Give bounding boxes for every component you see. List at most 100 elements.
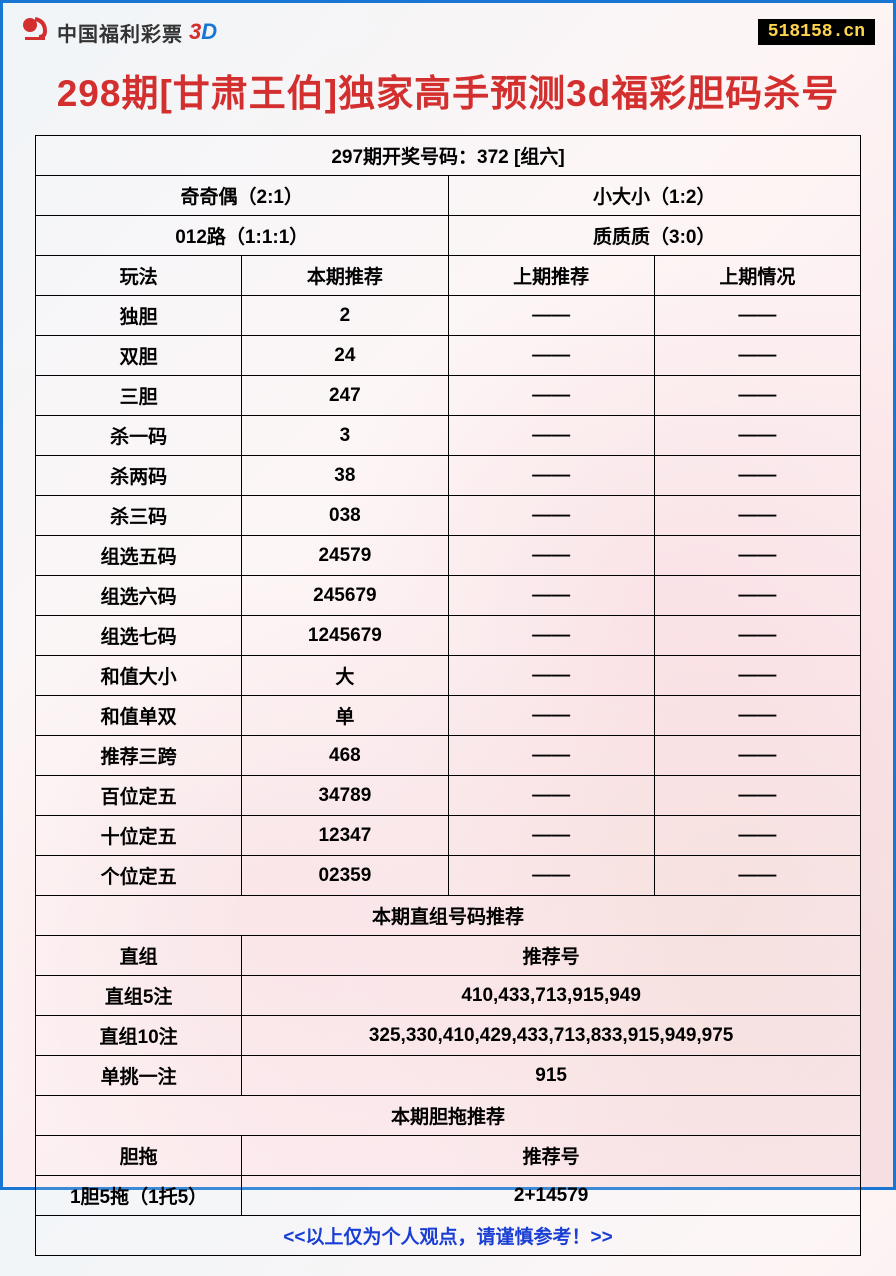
prev-res: —— xyxy=(654,536,860,576)
logo-text: 中国福利彩票 xyxy=(57,18,183,47)
header: 中国福利彩票 3D 518158.cn xyxy=(3,3,893,55)
prev-res: —— xyxy=(654,816,860,856)
prev-res: —— xyxy=(654,336,860,376)
play-name: 杀两码 xyxy=(36,456,242,496)
stats-route: 012路（1:1:1） xyxy=(36,216,449,256)
prev-res: —— xyxy=(654,456,860,496)
site-badge: 518158.cn xyxy=(758,19,875,45)
footer-note: <<以上仅为个人观点，请谨慎参考！>> xyxy=(36,1216,861,1256)
table-row: 杀三码038———— xyxy=(36,496,861,536)
previous-draw: 297期开奖号码：372 [组六] xyxy=(36,136,861,176)
col-header-prev-res: 上期情况 xyxy=(654,256,860,296)
section3-header-row: 胆拖 推荐号 xyxy=(36,1136,861,1176)
table-row: 直组10注325,330,410,429,433,713,833,915,949… xyxy=(36,1016,861,1056)
footer-note-row: <<以上仅为个人观点，请谨慎参考！>> xyxy=(36,1216,861,1256)
current-pick: 12347 xyxy=(242,816,448,856)
lottery-logo-icon xyxy=(21,13,51,51)
prev-rec: —— xyxy=(448,296,654,336)
current-pick: 245679 xyxy=(242,576,448,616)
prev-rec: —— xyxy=(448,496,654,536)
table-row: 1胆5拖（1托5）2+14579 xyxy=(36,1176,861,1216)
section2-header-left: 直组 xyxy=(36,936,242,976)
dantuo-value: 2+14579 xyxy=(242,1176,861,1216)
table-row: 和值大小大———— xyxy=(36,656,861,696)
play-name: 组选五码 xyxy=(36,536,242,576)
section2-title: 本期直组号码推荐 xyxy=(36,896,861,936)
prev-res: —— xyxy=(654,376,860,416)
current-pick: 大 xyxy=(242,656,448,696)
current-pick: 24 xyxy=(242,336,448,376)
current-pick: 247 xyxy=(242,376,448,416)
play-name: 和值单双 xyxy=(36,696,242,736)
prev-rec: —— xyxy=(448,696,654,736)
prev-rec: —— xyxy=(448,536,654,576)
table-row: 杀一码3———— xyxy=(36,416,861,456)
play-name: 独胆 xyxy=(36,296,242,336)
play-name: 推荐三跨 xyxy=(36,736,242,776)
column-header-row: 玩法 本期推荐 上期推荐 上期情况 xyxy=(36,256,861,296)
section2-header-row: 直组 推荐号 xyxy=(36,936,861,976)
play-name: 三胆 xyxy=(36,376,242,416)
prev-res: —— xyxy=(654,616,860,656)
prev-res: —— xyxy=(654,736,860,776)
prev-rec: —— xyxy=(448,616,654,656)
prev-res: —— xyxy=(654,576,860,616)
combo-value: 325,330,410,429,433,713,833,915,949,975 xyxy=(242,1016,861,1056)
current-pick: 单 xyxy=(242,696,448,736)
stats-prime: 质质质（3:0） xyxy=(448,216,861,256)
play-name: 双胆 xyxy=(36,336,242,376)
stats-row-2: 012路（1:1:1） 质质质（3:0） xyxy=(36,216,861,256)
table-row: 组选六码245679———— xyxy=(36,576,861,616)
table-row: 单挑一注915 xyxy=(36,1056,861,1096)
prediction-table: 297期开奖号码：372 [组六] 奇奇偶（2:1） 小大小（1:2） 012路… xyxy=(35,135,861,1256)
prev-rec: —— xyxy=(448,456,654,496)
prev-res: —— xyxy=(654,416,860,456)
stats-parity: 奇奇偶（2:1） xyxy=(36,176,449,216)
prev-rec: —— xyxy=(448,576,654,616)
table-row: 百位定五34789———— xyxy=(36,776,861,816)
section3-title: 本期胆拖推荐 xyxy=(36,1096,861,1136)
table-row: 推荐三跨468———— xyxy=(36,736,861,776)
combo-value: 915 xyxy=(242,1056,861,1096)
prev-rec: —— xyxy=(448,856,654,896)
prev-rec: —— xyxy=(448,376,654,416)
current-pick: 3 xyxy=(242,416,448,456)
dantuo-name: 1胆5拖（1托5） xyxy=(36,1176,242,1216)
prev-rec: —— xyxy=(448,416,654,456)
prev-rec: —— xyxy=(448,776,654,816)
section3-header-right: 推荐号 xyxy=(242,1136,861,1176)
table-row: 直组5注410,433,713,915,949 xyxy=(36,976,861,1016)
play-name: 百位定五 xyxy=(36,776,242,816)
table-row: 和值单双单———— xyxy=(36,696,861,736)
current-pick: 24579 xyxy=(242,536,448,576)
combo-value: 410,433,713,915,949 xyxy=(242,976,861,1016)
prev-res: —— xyxy=(654,656,860,696)
play-name: 组选六码 xyxy=(36,576,242,616)
current-pick: 34789 xyxy=(242,776,448,816)
section3-header-left: 胆拖 xyxy=(36,1136,242,1176)
prev-res: —— xyxy=(654,696,860,736)
prev-rec: —— xyxy=(448,816,654,856)
section2-title-row: 本期直组号码推荐 xyxy=(36,896,861,936)
current-pick: 468 xyxy=(242,736,448,776)
prev-res: —— xyxy=(654,856,860,896)
table-row: 双胆24———— xyxy=(36,336,861,376)
logo-3d-icon: 3D xyxy=(189,19,217,45)
prev-rec: —— xyxy=(448,336,654,376)
prev-res: —— xyxy=(654,496,860,536)
current-pick: 2 xyxy=(242,296,448,336)
prev-rec: —— xyxy=(448,736,654,776)
play-name: 杀三码 xyxy=(36,496,242,536)
play-name: 十位定五 xyxy=(36,816,242,856)
section3-title-row: 本期胆拖推荐 xyxy=(36,1096,861,1136)
stats-row-1: 奇奇偶（2:1） 小大小（1:2） xyxy=(36,176,861,216)
current-pick: 38 xyxy=(242,456,448,496)
combo-name: 单挑一注 xyxy=(36,1056,242,1096)
current-pick: 038 xyxy=(242,496,448,536)
table-row: 杀两码38———— xyxy=(36,456,861,496)
previous-draw-row: 297期开奖号码：372 [组六] xyxy=(36,136,861,176)
table-row: 独胆2———— xyxy=(36,296,861,336)
prev-res: —— xyxy=(654,776,860,816)
table-row: 十位定五12347———— xyxy=(36,816,861,856)
col-header-current: 本期推荐 xyxy=(242,256,448,296)
